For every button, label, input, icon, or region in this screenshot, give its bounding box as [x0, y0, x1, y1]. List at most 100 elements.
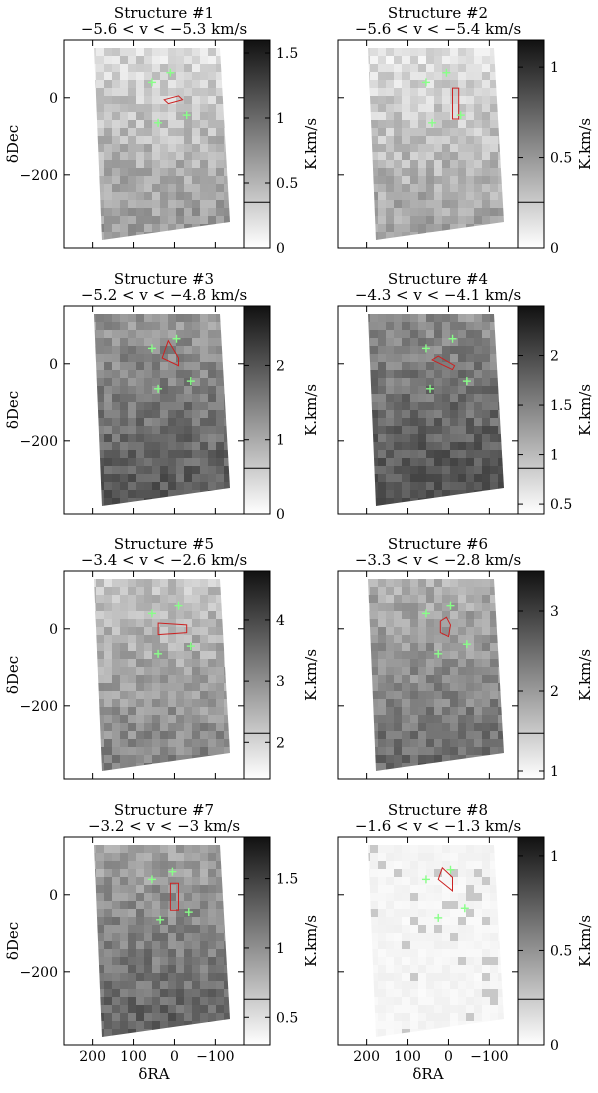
- colorbar: [243, 39, 271, 249]
- source-marker: [460, 904, 469, 913]
- colorbar-tick-label: 0.5: [550, 151, 572, 167]
- source-marker: [186, 377, 195, 386]
- colorbar-tick-label: 1: [550, 60, 559, 76]
- colorbar: [243, 570, 271, 780]
- colorbar-tick-label: 0.5: [276, 176, 298, 192]
- intensity-map: [94, 48, 230, 240]
- source-marker: [186, 642, 195, 651]
- y-tick-label: 0: [49, 888, 58, 904]
- y-axis-label: δDec: [4, 125, 22, 163]
- colorbar-tick-label: 1: [276, 433, 285, 449]
- colorbar: [517, 836, 545, 1046]
- colorbar-tick-label: 3: [550, 604, 559, 620]
- x-tick-label: −100: [196, 1049, 234, 1065]
- colorbar-label: K.km/s: [302, 649, 320, 701]
- region-outline: [452, 87, 460, 120]
- x-axis-label: δRA: [138, 1065, 169, 1083]
- panel-subtitle: −3.2 < v < −3 km/s: [88, 817, 240, 835]
- x-tick-label: 200: [79, 1049, 106, 1065]
- source-marker: [166, 68, 175, 77]
- colorbar-label: K.km/s: [302, 118, 320, 170]
- x-tick-label: 100: [120, 1049, 147, 1065]
- colorbar-tick-label: 1: [550, 764, 559, 780]
- y-tick-label: 0: [49, 357, 58, 373]
- x-axis-label: δRA: [412, 1065, 443, 1083]
- colorbar-tick-label: 1.5: [276, 872, 298, 888]
- colorbar-tick-label: 2: [550, 684, 559, 700]
- source-marker: [428, 118, 437, 127]
- intensity-map: [94, 845, 230, 1037]
- colorbar-label: K.km/s: [576, 384, 594, 436]
- region-outline: [439, 616, 452, 638]
- colorbar-tick-label: 2: [276, 735, 285, 751]
- panel-title: Structure #5: [114, 535, 214, 553]
- colorbar-tick-label: 0.5: [550, 497, 572, 513]
- panel-subtitle: −4.3 < v < −4.1 km/s: [355, 286, 521, 304]
- source-marker: [446, 865, 455, 874]
- colorbar-tick-label: 3: [276, 674, 285, 690]
- panel-1: Structure #1−5.6 < v < −5.3 km/s 0 −200 δDe…: [4, 4, 320, 257]
- source-marker: [421, 875, 430, 884]
- colorbar: [517, 39, 545, 249]
- source-marker: [147, 609, 156, 618]
- panel-subtitle: −5.6 < v < −5.4 km/s: [355, 20, 521, 38]
- region-outline: [437, 866, 453, 892]
- colorbar: [517, 570, 545, 780]
- colorbar-label: K.km/s: [576, 118, 594, 170]
- intensity-map: [368, 845, 504, 1037]
- colorbar-tick-label: 4: [276, 613, 285, 629]
- x-tick-label: 200: [353, 1049, 380, 1065]
- x-tick-label: 0: [170, 1049, 179, 1065]
- colorbar-tick-label: 0.5: [276, 1010, 298, 1026]
- source-marker: [448, 334, 457, 343]
- region-outline: [431, 355, 456, 371]
- source-marker: [446, 601, 455, 610]
- intensity-map: [94, 314, 230, 506]
- panel-5: Structure #5−3.4 < v < −2.6 km/s 0 −200 δDe…: [4, 535, 320, 780]
- colorbar-tick-label: 1.5: [276, 46, 298, 62]
- region-outline: [163, 95, 184, 105]
- panel-4: Structure #4−4.3 < v < −4.1 km/s 2 1.5 1 0.5…: [337, 270, 594, 515]
- source-marker: [182, 111, 191, 120]
- region-outline: [157, 622, 188, 636]
- panel-title: Structure #2: [388, 4, 488, 22]
- panel-subtitle: −5.6 < v < −5.3 km/s: [81, 20, 247, 38]
- intensity-map: [368, 579, 504, 771]
- intensity-map: [368, 314, 504, 506]
- panel-title: Structure #1: [114, 4, 214, 22]
- x-tick-label: 0: [444, 1049, 453, 1065]
- source-marker: [172, 334, 181, 343]
- y-tick-label: −200: [20, 168, 58, 184]
- x-tick-label: −100: [470, 1049, 508, 1065]
- source-marker: [421, 78, 430, 87]
- y-tick-label: −200: [20, 965, 58, 981]
- colorbar-tick-label: 1: [550, 448, 559, 464]
- source-marker: [426, 384, 435, 393]
- source-marker: [434, 649, 443, 658]
- panel-subtitle: −5.2 < v < −4.8 km/s: [81, 286, 247, 304]
- panel-8: Structure #8−1.6 < v < −1.3 km/s 200 100 0 −…: [337, 801, 594, 1083]
- region-outline: [161, 339, 179, 367]
- colorbar-tick-label: 0: [550, 241, 559, 257]
- source-marker: [456, 111, 465, 120]
- colorbar-tick-label: 2: [550, 349, 559, 365]
- colorbar-label: K.km/s: [576, 915, 594, 967]
- source-marker: [154, 384, 163, 393]
- y-axis-label: δDec: [4, 656, 22, 694]
- colorbar-tick-label: 0: [276, 507, 285, 523]
- source-marker: [174, 601, 183, 610]
- source-marker: [154, 649, 163, 658]
- panel-subtitle: −3.3 < v < −2.8 km/s: [355, 551, 521, 569]
- colorbar: [243, 305, 271, 515]
- y-tick-label: 0: [49, 91, 58, 107]
- source-marker: [434, 913, 443, 922]
- y-tick-label: −200: [20, 699, 58, 715]
- colorbar-label: K.km/s: [302, 915, 320, 967]
- colorbar-tick-label: 1: [550, 849, 559, 865]
- source-marker: [147, 78, 156, 87]
- source-marker: [421, 344, 430, 353]
- source-marker: [156, 915, 165, 924]
- colorbar-tick-label: 0: [276, 241, 285, 257]
- panel-title: Structure #6: [388, 535, 488, 553]
